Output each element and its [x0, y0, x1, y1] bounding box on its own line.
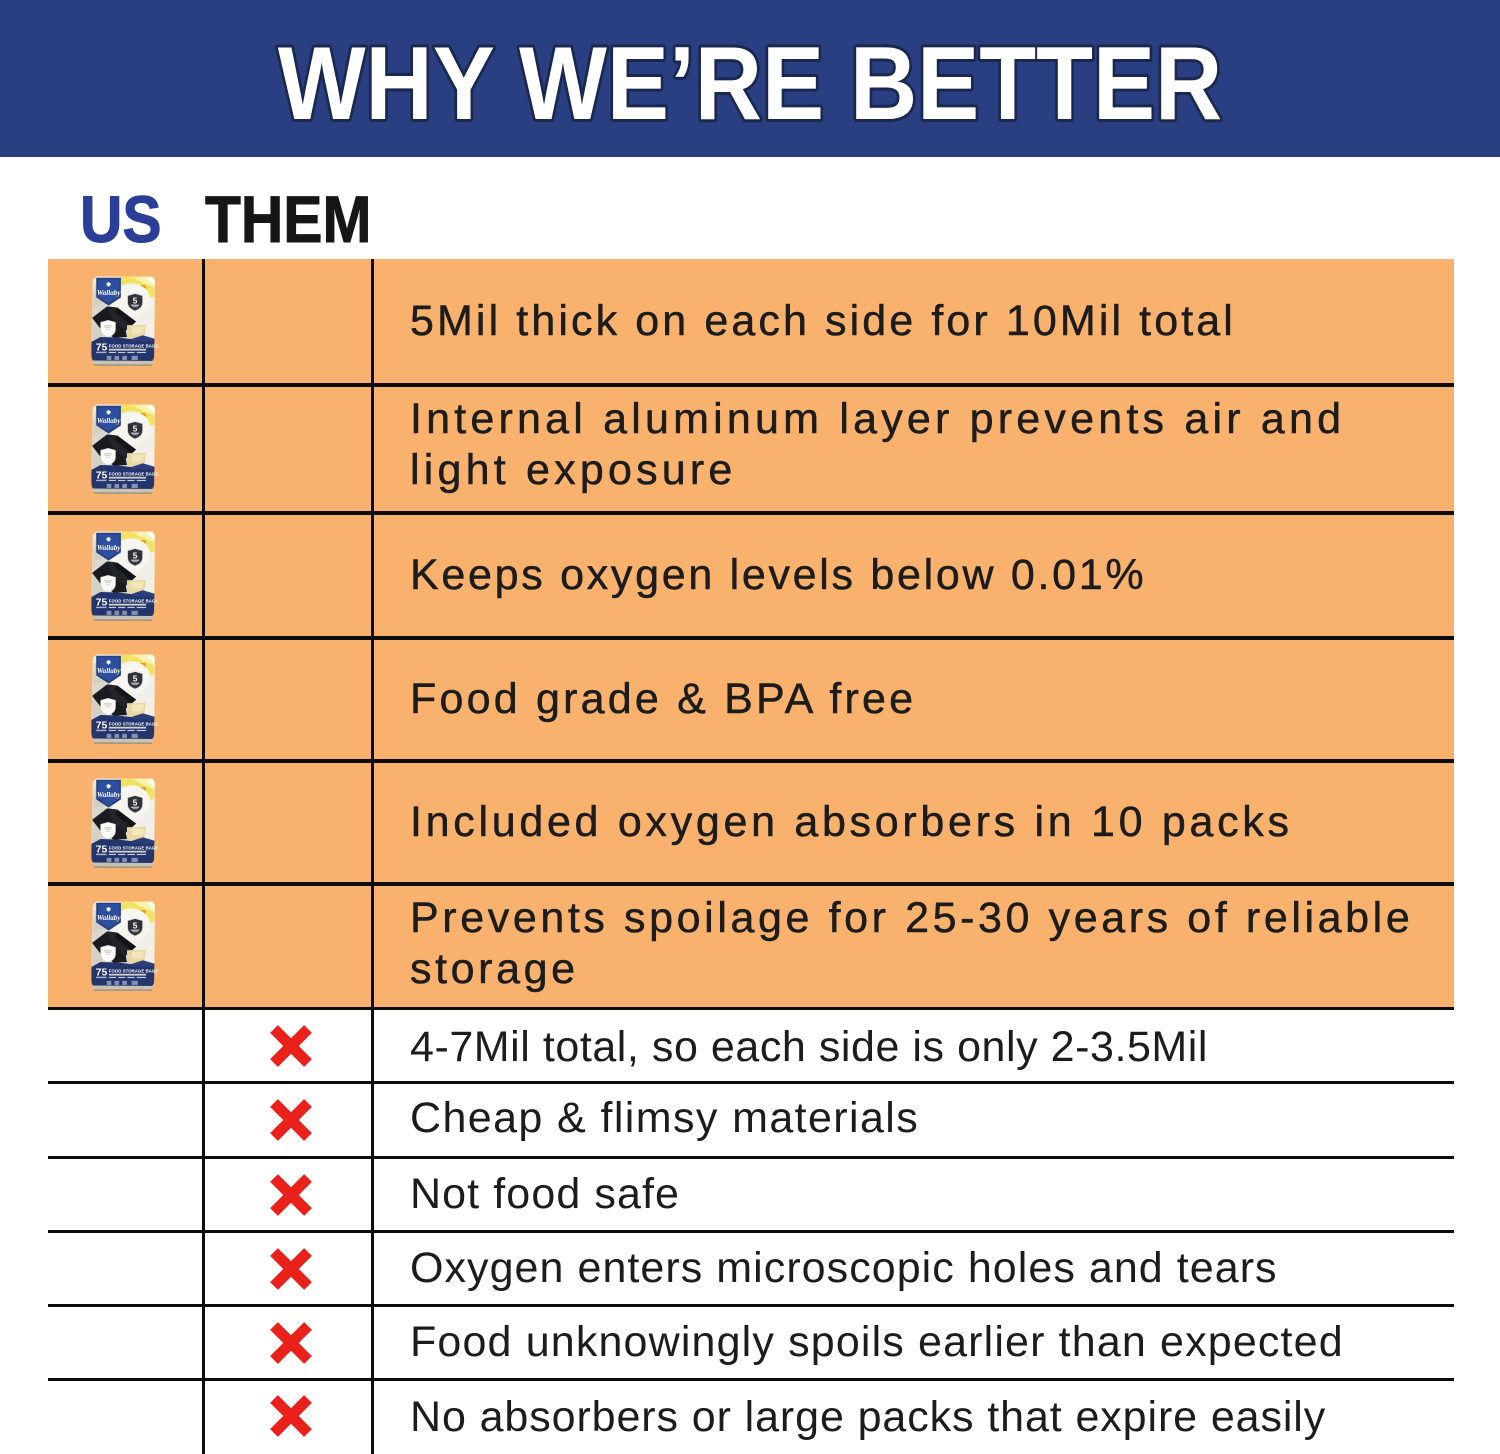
svg-text:WHY WE’RE BETTER: WHY WE’RE BETTER [278, 25, 1223, 141]
